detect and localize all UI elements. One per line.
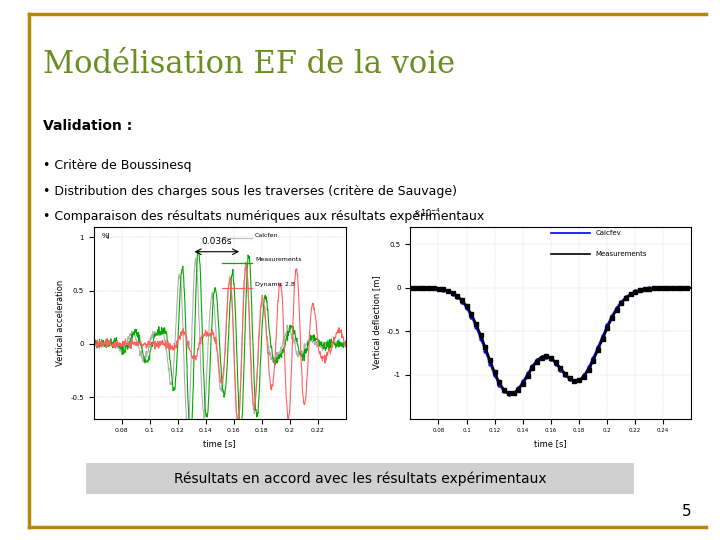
- Text: • Comparaison des résultats numériques aux résultats expérimentaux: • Comparaison des résultats numériques a…: [43, 210, 485, 222]
- Text: $\times 10^{-4}$: $\times 10^{-4}$: [413, 207, 441, 219]
- X-axis label: time [s]: time [s]: [534, 439, 567, 448]
- Text: Calcfen: Calcfen: [255, 233, 279, 238]
- Text: • Critère de Boussinesq: • Critère de Boussinesq: [43, 159, 192, 172]
- Text: • Distribution des charges sous les traverses (critère de Sauvage): • Distribution des charges sous les trav…: [43, 185, 457, 198]
- Y-axis label: Vertical acceleration: Vertical acceleration: [55, 280, 65, 366]
- Text: Measurements: Measurements: [595, 251, 647, 256]
- Text: %J: %J: [101, 233, 109, 239]
- Text: Résultats en accord avec les résultats expérimentaux: Résultats en accord avec les résultats e…: [174, 471, 546, 485]
- Text: Calcfev: Calcfev: [595, 230, 621, 235]
- Text: Modélisation EF de la voie: Modélisation EF de la voie: [43, 49, 455, 79]
- Text: Dynamic 2.8: Dynamic 2.8: [255, 282, 294, 287]
- Text: Measurements: Measurements: [255, 258, 302, 262]
- Text: 0.036s: 0.036s: [202, 237, 232, 246]
- X-axis label: time [s]: time [s]: [203, 439, 236, 448]
- Y-axis label: Vertical deflection [m]: Vertical deflection [m]: [372, 276, 382, 369]
- FancyBboxPatch shape: [86, 463, 634, 494]
- Text: Validation :: Validation :: [43, 119, 132, 133]
- Text: 5: 5: [682, 504, 691, 519]
